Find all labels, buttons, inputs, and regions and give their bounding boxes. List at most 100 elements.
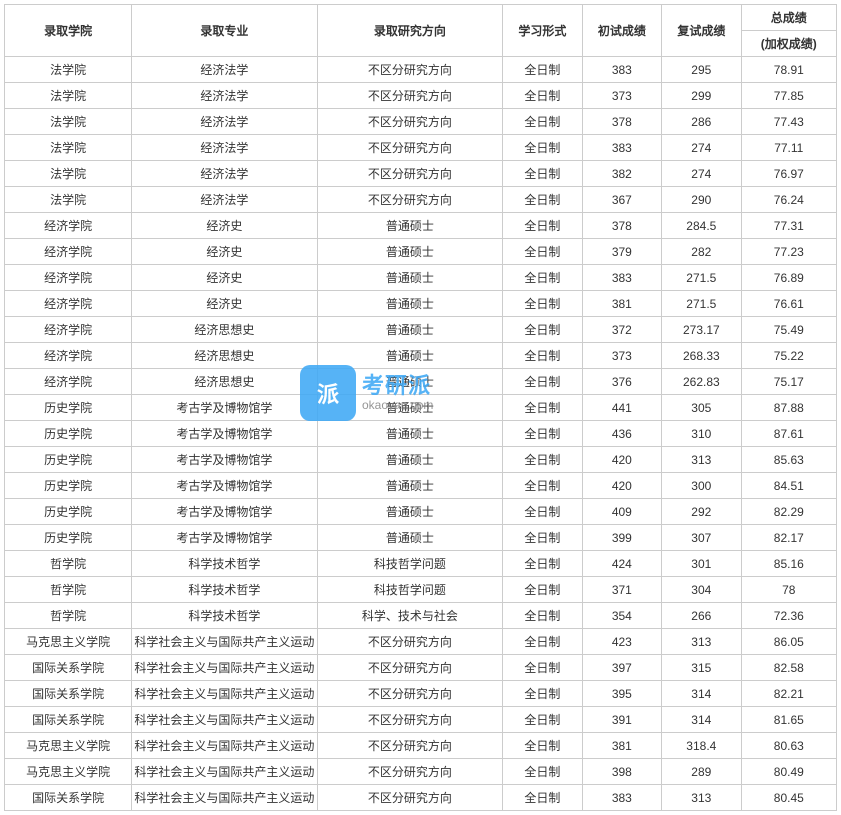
cell-study-mode: 全日制	[503, 759, 582, 785]
cell-retest-score: 313	[662, 785, 741, 811]
table-row: 历史学院考古学及博物馆学普通硕士全日制43631087.61	[5, 421, 837, 447]
header-study-mode: 学习形式	[503, 5, 582, 57]
header-major: 录取专业	[132, 5, 317, 57]
cell-total-score: 87.88	[741, 395, 836, 421]
table-row: 哲学院科学技术哲学科学、技术与社会全日制35426672.36	[5, 603, 837, 629]
table-row: 法学院经济法学不区分研究方向全日制37828677.43	[5, 109, 837, 135]
cell-major: 科学技术哲学	[132, 603, 317, 629]
cell-major: 科学社会主义与国际共产主义运动	[132, 759, 317, 785]
cell-direction: 普通硕士	[317, 447, 502, 473]
cell-direction: 不区分研究方向	[317, 733, 502, 759]
cell-study-mode: 全日制	[503, 551, 582, 577]
cell-total-score: 77.11	[741, 135, 836, 161]
cell-direction: 普通硕士	[317, 421, 502, 447]
cell-initial-score: 354	[582, 603, 661, 629]
cell-direction: 不区分研究方向	[317, 707, 502, 733]
cell-major: 科学社会主义与国际共产主义运动	[132, 707, 317, 733]
cell-total-score: 80.49	[741, 759, 836, 785]
cell-retest-score: 299	[662, 83, 741, 109]
cell-major: 经济法学	[132, 135, 317, 161]
cell-college: 法学院	[5, 187, 132, 213]
table-row: 哲学院科学技术哲学科技哲学问题全日制42430185.16	[5, 551, 837, 577]
cell-total-score: 77.43	[741, 109, 836, 135]
header-college: 录取学院	[5, 5, 132, 57]
cell-major: 经济法学	[132, 57, 317, 83]
cell-major: 考古学及博物馆学	[132, 421, 317, 447]
cell-retest-score: 305	[662, 395, 741, 421]
cell-initial-score: 391	[582, 707, 661, 733]
cell-study-mode: 全日制	[503, 655, 582, 681]
cell-major: 经济史	[132, 239, 317, 265]
cell-initial-score: 376	[582, 369, 661, 395]
cell-study-mode: 全日制	[503, 213, 582, 239]
cell-major: 科学技术哲学	[132, 577, 317, 603]
cell-major: 科学技术哲学	[132, 551, 317, 577]
cell-total-score: 82.21	[741, 681, 836, 707]
cell-initial-score: 420	[582, 473, 661, 499]
table-row: 历史学院考古学及博物馆学普通硕士全日制44130587.88	[5, 395, 837, 421]
cell-initial-score: 371	[582, 577, 661, 603]
table-row: 历史学院考古学及博物馆学普通硕士全日制42031385.63	[5, 447, 837, 473]
table-row: 法学院经济法学不区分研究方向全日制38329578.91	[5, 57, 837, 83]
cell-direction: 普通硕士	[317, 369, 502, 395]
cell-major: 经济史	[132, 291, 317, 317]
cell-retest-score: 274	[662, 135, 741, 161]
cell-initial-score: 381	[582, 291, 661, 317]
cell-college: 历史学院	[5, 395, 132, 421]
cell-total-score: 78.91	[741, 57, 836, 83]
table-row: 经济学院经济史普通硕士全日制378284.577.31	[5, 213, 837, 239]
cell-college: 国际关系学院	[5, 681, 132, 707]
table-body: 法学院经济法学不区分研究方向全日制38329578.91法学院经济法学不区分研究…	[5, 57, 837, 811]
cell-total-score: 84.51	[741, 473, 836, 499]
cell-total-score: 85.63	[741, 447, 836, 473]
cell-major: 科学社会主义与国际共产主义运动	[132, 733, 317, 759]
cell-total-score: 80.45	[741, 785, 836, 811]
cell-retest-score: 271.5	[662, 291, 741, 317]
cell-total-score: 76.24	[741, 187, 836, 213]
cell-college: 历史学院	[5, 473, 132, 499]
cell-retest-score: 268.33	[662, 343, 741, 369]
cell-direction: 普通硕士	[317, 499, 502, 525]
cell-major: 科学社会主义与国际共产主义运动	[132, 681, 317, 707]
table-row: 历史学院考古学及博物馆学普通硕士全日制42030084.51	[5, 473, 837, 499]
cell-total-score: 87.61	[741, 421, 836, 447]
admission-table: 录取学院 录取专业 录取研究方向 学习形式 初试成绩 复试成绩 总成绩 (加权成…	[4, 4, 837, 811]
cell-direction: 不区分研究方向	[317, 629, 502, 655]
cell-study-mode: 全日制	[503, 681, 582, 707]
cell-direction: 不区分研究方向	[317, 57, 502, 83]
cell-initial-score: 373	[582, 83, 661, 109]
cell-initial-score: 441	[582, 395, 661, 421]
cell-college: 马克思主义学院	[5, 759, 132, 785]
cell-major: 经济史	[132, 265, 317, 291]
cell-direction: 不区分研究方向	[317, 83, 502, 109]
cell-college: 经济学院	[5, 343, 132, 369]
cell-total-score: 82.17	[741, 525, 836, 551]
cell-major: 经济法学	[132, 187, 317, 213]
cell-initial-score: 379	[582, 239, 661, 265]
cell-direction: 不区分研究方向	[317, 135, 502, 161]
cell-study-mode: 全日制	[503, 265, 582, 291]
cell-initial-score: 373	[582, 343, 661, 369]
cell-study-mode: 全日制	[503, 161, 582, 187]
table-row: 哲学院科学技术哲学科技哲学问题全日制37130478	[5, 577, 837, 603]
cell-retest-score: 290	[662, 187, 741, 213]
header-total-score-top: 总成绩	[741, 5, 836, 31]
cell-college: 历史学院	[5, 525, 132, 551]
table-row: 国际关系学院科学社会主义与国际共产主义运动不区分研究方向全日制39531482.…	[5, 681, 837, 707]
cell-retest-score: 274	[662, 161, 741, 187]
cell-initial-score: 383	[582, 265, 661, 291]
table-row: 经济学院经济思想史普通硕士全日制372273.1775.49	[5, 317, 837, 343]
table-row: 国际关系学院科学社会主义与国际共产主义运动不区分研究方向全日制39731582.…	[5, 655, 837, 681]
cell-retest-score: 271.5	[662, 265, 741, 291]
cell-study-mode: 全日制	[503, 369, 582, 395]
cell-direction: 科技哲学问题	[317, 551, 502, 577]
cell-study-mode: 全日制	[503, 135, 582, 161]
cell-total-score: 76.61	[741, 291, 836, 317]
cell-total-score: 86.05	[741, 629, 836, 655]
cell-major: 科学社会主义与国际共产主义运动	[132, 785, 317, 811]
cell-major: 科学社会主义与国际共产主义运动	[132, 655, 317, 681]
cell-total-score: 77.31	[741, 213, 836, 239]
cell-college: 哲学院	[5, 551, 132, 577]
cell-study-mode: 全日制	[503, 57, 582, 83]
table-row: 马克思主义学院科学社会主义与国际共产主义运动不区分研究方向全日制42331386…	[5, 629, 837, 655]
